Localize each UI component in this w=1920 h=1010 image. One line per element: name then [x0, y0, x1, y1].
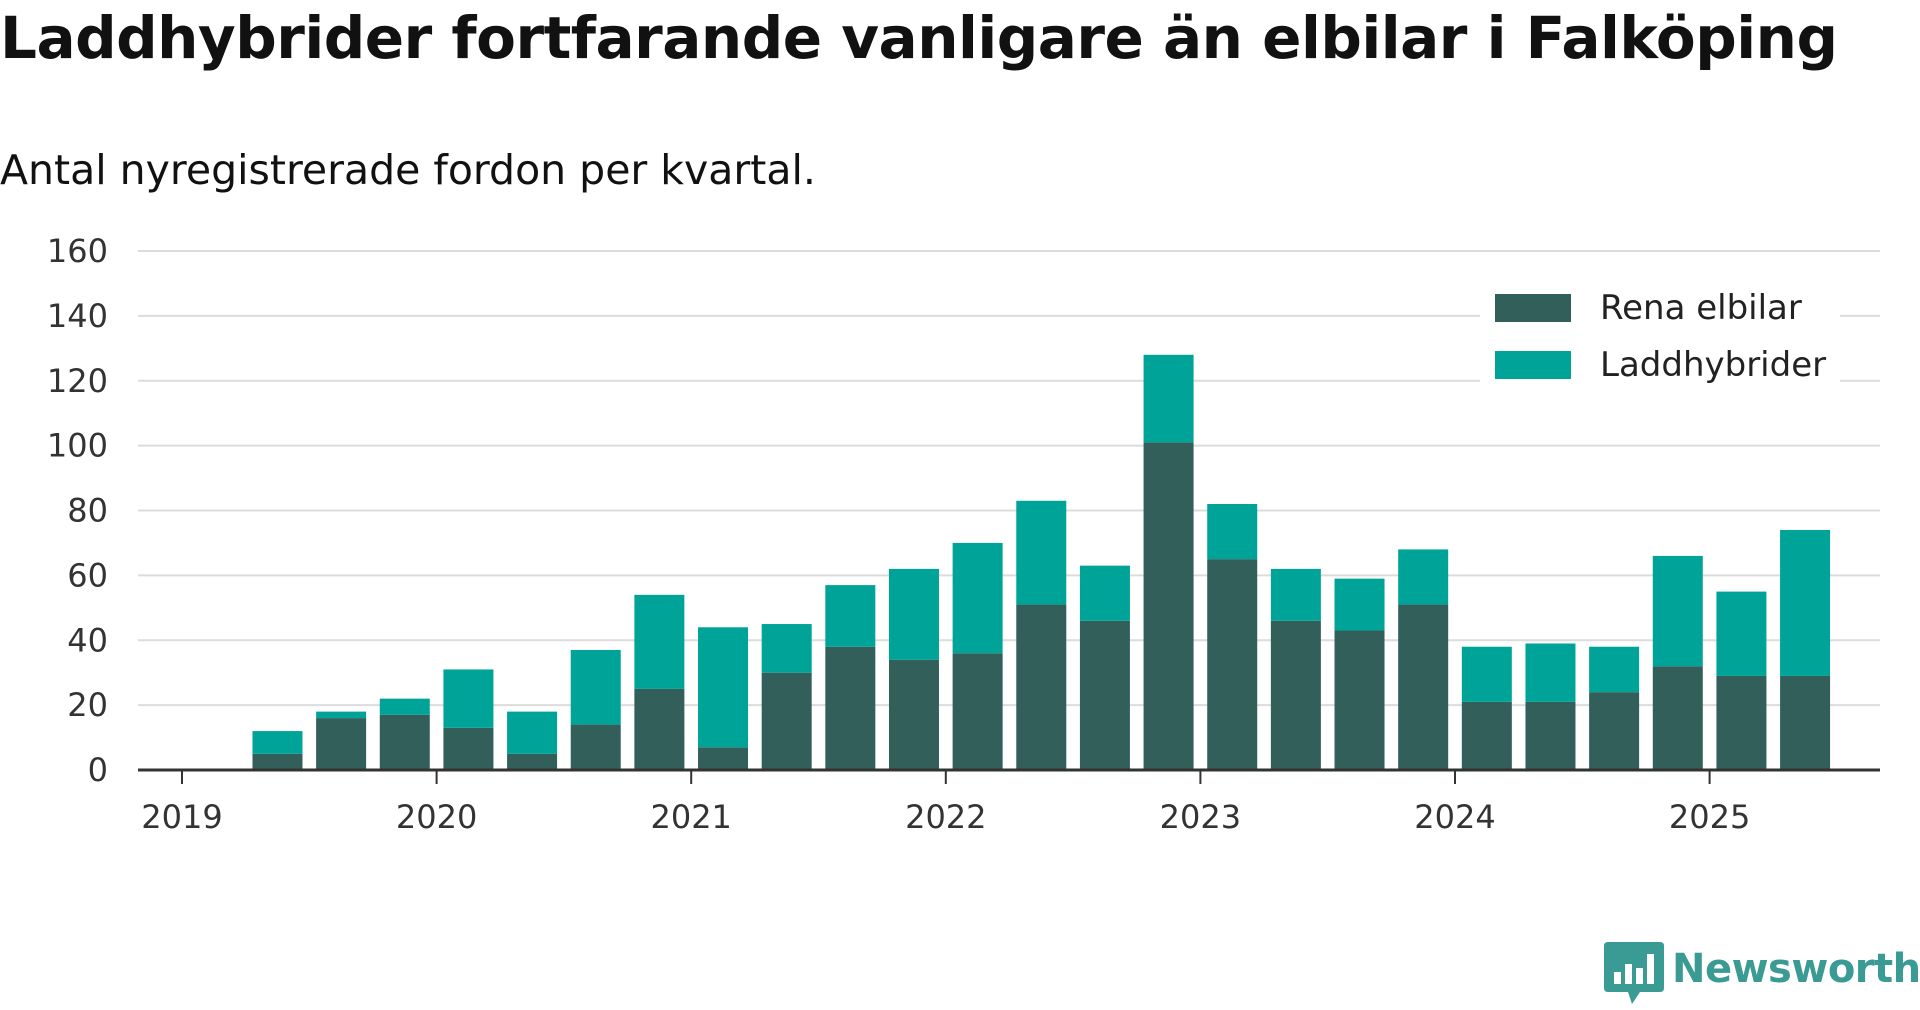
- bar-rena-elbilar: [761, 672, 812, 770]
- bar-rena-elbilar: [1716, 675, 1767, 770]
- x-tick-label: 2023: [1160, 798, 1241, 836]
- newsworthy-logo-icon: [1604, 942, 1664, 1004]
- bar-laddhybrider: [1398, 549, 1449, 605]
- bar-rena-elbilar: [1207, 559, 1258, 770]
- y-tick-label: 40: [67, 621, 108, 659]
- bar-laddhybrider: [316, 711, 367, 719]
- bar-rena-elbilar: [1398, 604, 1449, 770]
- bar-rena-elbilar: [1589, 692, 1640, 770]
- legend-swatch: [1495, 294, 1571, 322]
- legend: Rena elbilar Laddhybrider: [1480, 280, 1840, 398]
- bar-laddhybrider: [634, 594, 685, 689]
- legend-label: Laddhybrider: [1600, 345, 1826, 385]
- bar-laddhybrider: [379, 698, 430, 715]
- y-tick-label: 0: [88, 751, 108, 789]
- bar-laddhybrider: [1716, 591, 1767, 676]
- bar-laddhybrider: [1079, 565, 1130, 621]
- bar-rena-elbilar: [825, 646, 876, 770]
- chart-subtitle: Antal nyregistrerade fordon per kvartal.: [0, 146, 816, 194]
- bar-rena-elbilar: [1334, 630, 1385, 770]
- chart-title: Laddhybrider fortfarande vanligare än el…: [0, 4, 1838, 72]
- x-tick-label: 2025: [1669, 798, 1750, 836]
- bar-laddhybrider: [570, 649, 621, 725]
- bar-laddhybrider: [698, 627, 749, 748]
- bar-laddhybrider: [825, 585, 876, 647]
- bar-rena-elbilar: [1780, 675, 1831, 770]
- bar-rena-elbilar: [634, 688, 685, 770]
- bar-rena-elbilar: [570, 724, 621, 770]
- x-tick-label: 2022: [905, 798, 986, 836]
- bar-laddhybrider: [1334, 578, 1385, 631]
- x-tick-label: 2019: [141, 798, 222, 836]
- bar-laddhybrider: [252, 731, 303, 754]
- bar-rena-elbilar: [316, 718, 367, 770]
- y-tick-label: 140: [47, 297, 108, 335]
- bar-rena-elbilar: [952, 653, 1003, 770]
- bar-rena-elbilar: [1079, 620, 1130, 770]
- bar-laddhybrider: [443, 669, 494, 728]
- bar-laddhybrider: [1016, 500, 1067, 605]
- bar-rena-elbilar: [1016, 604, 1067, 770]
- bar-rena-elbilar: [443, 727, 494, 770]
- bar-laddhybrider: [761, 624, 812, 673]
- bar-rena-elbilar: [1270, 620, 1321, 770]
- bar-rena-elbilar: [698, 747, 749, 770]
- y-tick-label: 20: [67, 686, 108, 724]
- bar-laddhybrider: [1652, 555, 1703, 667]
- bar-laddhybrider: [1270, 568, 1321, 621]
- brand-name: Newsworthy: [1672, 946, 1920, 992]
- bar-laddhybrider: [1461, 646, 1512, 702]
- legend-label: Rena elbilar: [1600, 288, 1802, 328]
- bar-rena-elbilar: [1652, 666, 1703, 770]
- bar-laddhybrider: [1143, 354, 1194, 443]
- bar-laddhybrider: [1589, 646, 1640, 693]
- y-tick-label: 80: [67, 492, 108, 530]
- bars: [252, 354, 1831, 770]
- x-tick-label: 2021: [650, 798, 731, 836]
- bar-rena-elbilar: [1525, 701, 1576, 770]
- y-tick-label: 100: [47, 427, 108, 465]
- bar-laddhybrider: [888, 568, 939, 660]
- bar-laddhybrider: [507, 711, 558, 754]
- bar-rena-elbilar: [507, 753, 558, 770]
- legend-swatch: [1495, 351, 1571, 379]
- bar-rena-elbilar: [1461, 701, 1512, 770]
- x-tick-label: 2024: [1414, 798, 1495, 836]
- bar-rena-elbilar: [379, 714, 430, 770]
- y-tick-label: 160: [47, 232, 108, 270]
- y-tick-label: 60: [67, 556, 108, 594]
- brand-logo: Newsworthy: [1596, 940, 1920, 1010]
- bar-laddhybrider: [1525, 643, 1576, 702]
- bar-laddhybrider: [952, 542, 1003, 654]
- bar-laddhybrider: [1207, 504, 1258, 560]
- bar-rena-elbilar: [1143, 442, 1194, 770]
- bar-rena-elbilar: [888, 659, 939, 770]
- stacked-bar-chart: 0 20 40 60 80 100 120 140 160 2019 2020 2021 2022 202…: [47, 232, 1880, 836]
- bar-laddhybrider: [1780, 529, 1831, 676]
- x-tick-label: 2020: [396, 798, 477, 836]
- bar-rena-elbilar: [252, 753, 303, 770]
- y-tick-label: 120: [47, 362, 108, 400]
- axes: 0 20 40 60 80 100 120 140 160 2019 2020 2021 2022 202…: [47, 232, 1880, 836]
